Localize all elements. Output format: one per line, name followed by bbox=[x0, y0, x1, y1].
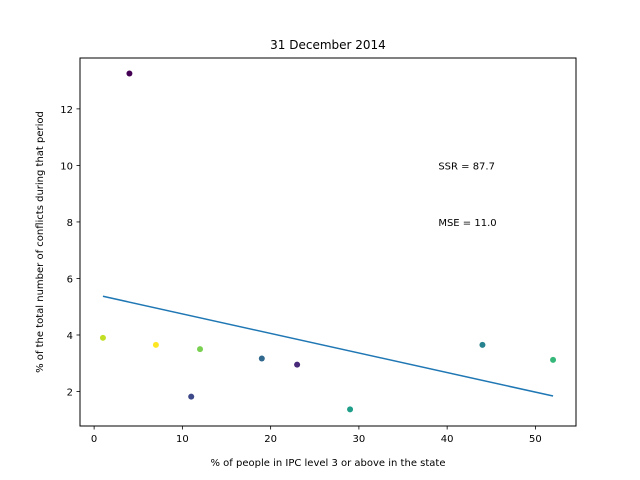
x-tick-label: 50 bbox=[529, 434, 542, 445]
scatter-point bbox=[188, 393, 195, 400]
plot-frame bbox=[79, 57, 577, 427]
x-tick-label: 10 bbox=[176, 434, 189, 445]
y-tick-label: 6 bbox=[67, 274, 73, 285]
y-axis: 2 4 6 8 10 12 bbox=[60, 105, 80, 399]
annotation-text: SSR = 87.7 bbox=[438, 161, 495, 172]
chart-title: 31 December 2014 bbox=[270, 38, 386, 52]
scatter-point bbox=[126, 70, 133, 77]
x-tick-label: 30 bbox=[353, 434, 366, 445]
y-tick-label: 8 bbox=[67, 218, 73, 229]
scatter-point bbox=[294, 361, 301, 368]
x-tick-label: 40 bbox=[441, 434, 454, 445]
y-tick-label: 2 bbox=[67, 388, 73, 399]
annotation-text: MSE = 11.0 bbox=[438, 218, 496, 229]
scatter-point bbox=[258, 355, 265, 362]
scatter-point bbox=[152, 341, 159, 348]
regression-line bbox=[102, 295, 554, 397]
scatter-point bbox=[347, 406, 354, 413]
x-tick-label: 0 bbox=[91, 434, 97, 445]
y-axis-title: % of the total number of conflicts durin… bbox=[35, 111, 46, 373]
y-tick-label: 10 bbox=[60, 161, 73, 172]
scatter-point bbox=[550, 356, 557, 363]
scatter-point bbox=[99, 334, 106, 341]
scatter-point bbox=[479, 341, 486, 348]
y-tick-label: 4 bbox=[67, 331, 73, 342]
x-axis-title: % of people in IPC level 3 or above in t… bbox=[211, 458, 446, 469]
y-tick-label: 12 bbox=[60, 105, 73, 116]
x-tick-label: 20 bbox=[264, 434, 277, 445]
scatter-point bbox=[197, 346, 204, 353]
x-axis: 0 10 20 30 40 50 bbox=[91, 426, 542, 445]
